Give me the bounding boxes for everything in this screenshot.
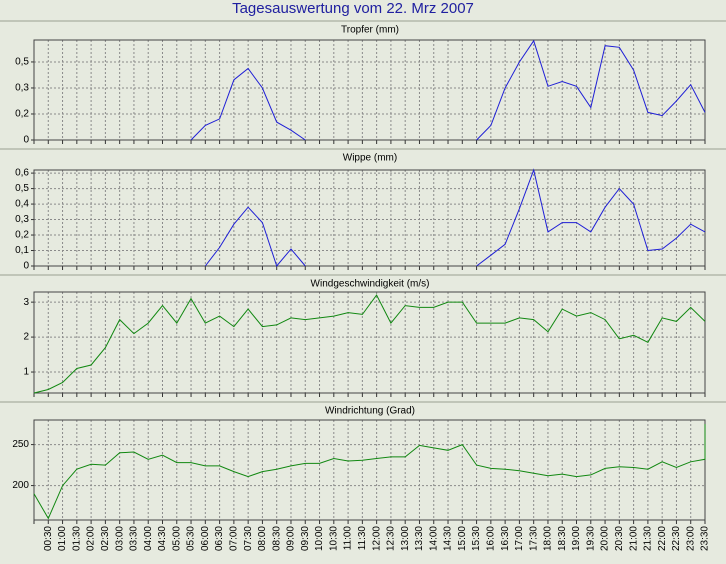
x-tick-label: 17:30 <box>528 526 539 551</box>
plot-frame <box>33 419 706 521</box>
x-tick-label: 09:00 <box>286 526 297 551</box>
panel-title: Windrichtung (Grad) <box>325 406 415 417</box>
x-tick-label: 15:00 <box>457 526 468 551</box>
panel-title: Windgeschwindigkeit (m/s) <box>311 279 430 290</box>
y-tick-label: 200 <box>12 480 29 491</box>
x-tick-label: 23:30 <box>700 526 711 551</box>
y-tick-label: 0 <box>23 135 29 146</box>
y-tick-label: 0,2 <box>15 230 29 241</box>
y-tick-label: 0,6 <box>15 168 29 179</box>
y-tick-label: 0,4 <box>15 199 29 210</box>
x-tick-label: 05:00 <box>171 526 182 551</box>
x-tick-label: 22:30 <box>671 526 682 551</box>
x-tick-label: 22:00 <box>657 526 668 551</box>
x-tick-label: 07:00 <box>229 526 240 551</box>
plot-frame <box>33 169 706 267</box>
x-tick-label: 12:00 <box>371 526 382 551</box>
x-tick-label: 20:00 <box>600 526 611 551</box>
x-tick-label: 13:30 <box>414 526 425 551</box>
x-tick-label: 03:00 <box>114 526 125 551</box>
x-tick-label: 09:30 <box>300 526 311 551</box>
y-tick-label: 0,1 <box>15 245 29 256</box>
page-title: Tagesauswertung vom 22. Mrz 2007 <box>232 0 474 17</box>
x-tick-label: 23:00 <box>685 526 696 551</box>
x-tick-label: 04:30 <box>157 526 168 551</box>
y-tick-label: 250 <box>12 439 29 450</box>
y-tick-label: 0,3 <box>15 214 29 225</box>
x-tick-label: 12:30 <box>386 526 397 551</box>
x-tick-label: 14:30 <box>443 526 454 551</box>
x-tick-label: 10:30 <box>328 526 339 551</box>
x-tick-label: 14:00 <box>428 526 439 551</box>
x-tick-label: 00:30 <box>43 526 54 551</box>
x-tick-label: 01:30 <box>71 526 82 551</box>
y-tick-label: 0,5 <box>15 183 29 194</box>
x-tick-label: 18:00 <box>543 526 554 551</box>
y-tick-label: 0,2 <box>15 109 29 120</box>
x-tick-label: 21:00 <box>628 526 639 551</box>
y-tick-label: 1 <box>23 367 29 378</box>
x-tick-label: 19:00 <box>571 526 582 551</box>
x-tick-label: 06:00 <box>200 526 211 551</box>
x-tick-label: 15:30 <box>471 526 482 551</box>
x-tick-label: 04:00 <box>143 526 154 551</box>
x-tick-label: 07:30 <box>243 526 254 551</box>
x-tick-label: 02:30 <box>100 526 111 551</box>
x-tick-label: 01:00 <box>57 526 68 551</box>
x-tick-label: 13:00 <box>400 526 411 551</box>
plot-frame <box>33 291 706 394</box>
y-tick-label: 2 <box>23 332 29 343</box>
y-tick-label: 0,3 <box>15 83 29 94</box>
y-tick-label: 0 <box>23 261 29 272</box>
x-tick-label: 06:30 <box>214 526 225 551</box>
x-tick-label: 10:00 <box>314 526 325 551</box>
data-line <box>204 168 706 268</box>
x-tick-label: 20:30 <box>614 526 625 551</box>
x-tick-label: 19:30 <box>585 526 596 551</box>
y-tick-label: 0,5 <box>15 57 29 68</box>
plot-frame <box>33 39 706 141</box>
x-tick-label: 18:30 <box>557 526 568 551</box>
x-tick-label: 08:30 <box>271 526 282 551</box>
x-tick-label: 16:30 <box>500 526 511 551</box>
data-line <box>33 294 706 394</box>
panel-title: Wippe (mm) <box>343 153 397 164</box>
data-line <box>190 39 706 141</box>
y-tick-label: 3 <box>23 297 29 308</box>
x-tick-label: 16:00 <box>485 526 496 551</box>
panel-title: Tropfer (mm) <box>341 25 399 36</box>
x-tick-label: 02:00 <box>86 526 97 551</box>
x-tick-label: 05:30 <box>186 526 197 551</box>
x-tick-label: 03:30 <box>129 526 140 551</box>
data-line <box>33 424 706 520</box>
x-tick-label: 11:30 <box>357 526 368 551</box>
x-tick-label: 21:30 <box>643 526 654 551</box>
x-tick-label: 17:00 <box>514 526 525 551</box>
x-tick-label: 08:00 <box>257 526 268 551</box>
x-tick-label: 11:00 <box>343 526 354 551</box>
